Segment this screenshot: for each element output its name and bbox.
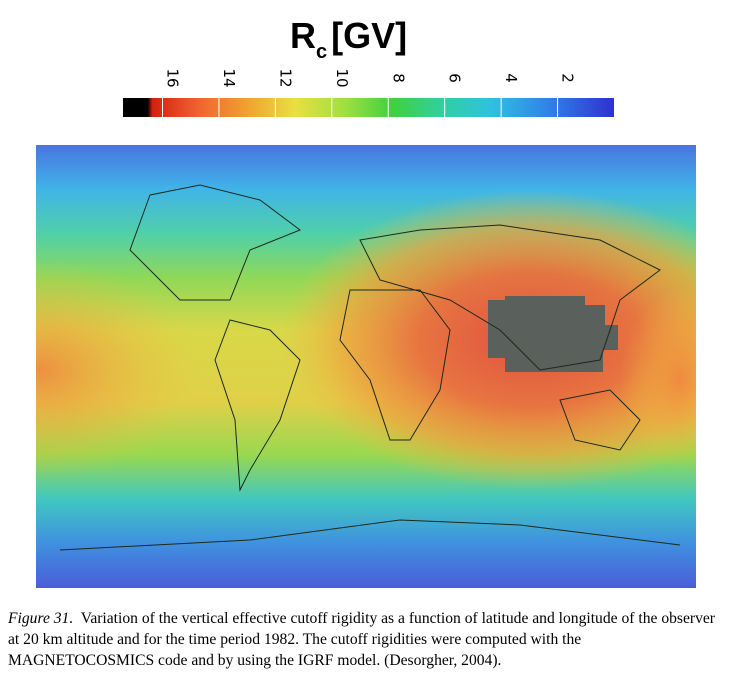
tick-label: 8 <box>389 73 407 83</box>
caption-label: Figure 31. <box>8 610 74 627</box>
tick-label: 6 <box>446 73 464 83</box>
caption-text: Variation of the vertical effective cuto… <box>8 610 715 669</box>
tick-label: 14 <box>220 68 238 87</box>
tick-label: 2 <box>559 73 577 83</box>
figure-graphic: Rc [GV] 16 14 12 10 8 6 4 2 <box>36 15 696 588</box>
cutoff-map <box>36 145 696 588</box>
caption: Figure 31. Variation of the vertical eff… <box>8 608 728 671</box>
tick-label: 4 <box>502 73 520 83</box>
colorbar-title: Rc [GV] <box>290 15 407 63</box>
tick-label: 10 <box>333 68 351 87</box>
tick-label: 16 <box>164 68 182 87</box>
tick-label: 12 <box>276 68 294 87</box>
colorbar <box>123 98 614 117</box>
